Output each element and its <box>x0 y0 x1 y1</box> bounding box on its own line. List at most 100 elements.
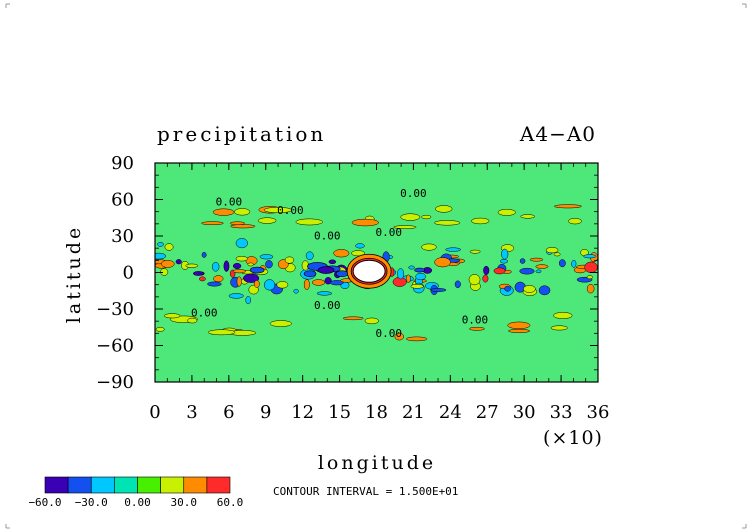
contour-blob <box>228 293 244 299</box>
contour-blob <box>232 263 242 270</box>
colorbar-tick-label: 60.0 <box>217 496 244 509</box>
contour-blob <box>234 208 251 216</box>
x-tick-label: 18 <box>365 402 388 423</box>
contour-blob <box>393 225 417 229</box>
colorbar <box>44 476 231 494</box>
contour-blob <box>482 274 489 283</box>
contour-blob <box>207 281 222 287</box>
contour-blob <box>397 268 405 280</box>
contour-blob <box>504 285 511 292</box>
contour-blob <box>405 274 411 283</box>
tick-marks <box>154 162 599 383</box>
contour-blob <box>211 261 220 272</box>
contour-blob <box>553 312 573 319</box>
contour-blob <box>394 332 405 341</box>
contour-blob <box>253 280 260 288</box>
masked-region <box>352 259 386 283</box>
contour-blob <box>493 267 506 275</box>
contour-blob <box>584 261 598 273</box>
contour-blob <box>265 260 273 269</box>
contour-blob <box>468 274 481 286</box>
x-tick-label: 24 <box>439 402 462 423</box>
y-tick-label: 60 <box>111 190 134 211</box>
x-axis-label: longitude <box>318 452 436 474</box>
contour-blob <box>500 259 508 264</box>
x-tick-label: 3 <box>186 402 197 423</box>
contour-blob <box>161 259 175 268</box>
y-tick-label: −30 <box>96 299 134 320</box>
contour-blob <box>583 254 597 259</box>
colorbar-tick-label: 0.00 <box>124 496 151 509</box>
contour-blob <box>501 248 509 260</box>
contour-label: 0.00 <box>191 306 218 319</box>
contour-blob <box>400 213 421 221</box>
contour-blob <box>519 258 526 264</box>
contour-blob <box>406 336 428 342</box>
y-tick-label: 0 <box>123 263 134 284</box>
contour-blob <box>236 276 242 287</box>
contour-blob <box>247 262 254 267</box>
contour-blob <box>293 288 299 294</box>
colorbar-labels: −60.0 −30.0 0.00 30.0 60.0 <box>28 496 243 509</box>
contour-blob <box>232 269 247 274</box>
contour-blob <box>571 259 577 268</box>
contour-blob <box>364 317 379 325</box>
colorbar-swatch <box>44 476 69 494</box>
contour-blob <box>342 316 364 321</box>
contour-blob <box>163 313 181 319</box>
contour-blob <box>257 217 277 224</box>
negative-anomaly <box>414 267 425 273</box>
contour-blob <box>554 204 582 209</box>
contour-blob <box>328 259 337 265</box>
contour-blob <box>201 221 224 226</box>
contour-blob <box>155 252 167 260</box>
contour-blob <box>175 259 182 265</box>
contour-blob <box>497 208 516 216</box>
negative-anomaly <box>335 270 349 278</box>
y-tick-label: 90 <box>111 153 134 174</box>
contour-blob <box>553 252 561 257</box>
x-tick-label: 30 <box>513 402 536 423</box>
contour-blob <box>483 265 490 275</box>
contour-blob <box>355 243 365 249</box>
y-tick-label: 30 <box>111 226 134 247</box>
colorbar-swatch <box>90 476 115 494</box>
contour-blob <box>207 329 236 336</box>
contour-blob <box>434 220 461 226</box>
contour-blob <box>351 218 379 227</box>
contour-blob <box>230 224 256 229</box>
x-tick-labels: 0 3 6 9 12 15 18 21 24 27 30 33 36 <box>149 402 609 423</box>
contour-blob <box>155 327 165 332</box>
contour-blob <box>586 275 593 280</box>
contour-blob <box>535 269 542 274</box>
contour-blob <box>454 280 461 288</box>
contour-blob <box>311 279 326 286</box>
contour-blob <box>199 276 206 282</box>
contour-blob <box>295 218 323 226</box>
x-tick-label: 15 <box>328 402 351 423</box>
y-tick-labels: 90 60 30 0 −30 −60 −90 <box>96 153 134 393</box>
contour-blob <box>269 320 292 327</box>
contour-blob <box>408 265 415 270</box>
contour-blob <box>157 242 164 247</box>
contour-blob <box>538 285 551 296</box>
contour-label: 0.00 <box>216 196 243 209</box>
negative-anomaly <box>303 270 317 278</box>
contour-blob <box>263 207 292 214</box>
colorbar-swatch <box>137 476 161 494</box>
colorbar-swatch <box>114 476 138 494</box>
colorbar-swatch <box>183 476 208 494</box>
contour-blob <box>229 221 246 226</box>
contour-blob <box>351 250 365 257</box>
y-axis-label: latitude <box>63 225 85 323</box>
contour-blob <box>529 257 544 262</box>
x-tick-label: 33 <box>550 402 573 423</box>
contour-blob <box>568 218 582 225</box>
contour-blob <box>192 271 204 276</box>
contour-blob <box>324 277 332 285</box>
contour-blob <box>523 285 536 293</box>
colorbar-swatch <box>67 476 92 494</box>
contour-blob <box>263 279 276 291</box>
contour-label: 0.00 <box>376 327 403 340</box>
